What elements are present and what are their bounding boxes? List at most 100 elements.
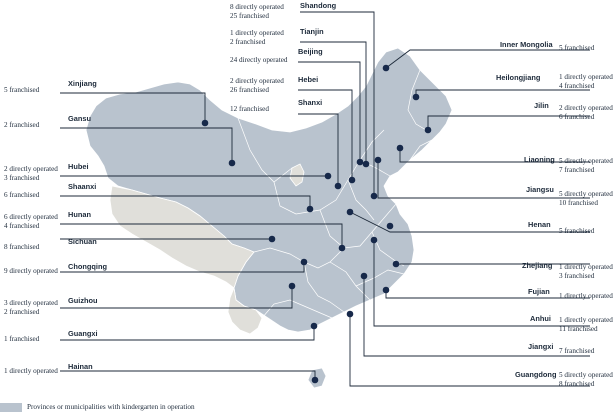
count-anhui-line1: 1 directly operated <box>559 316 613 324</box>
leader-inner-mongolia <box>385 49 590 69</box>
marker-hebei <box>348 176 356 184</box>
marker-xinjiang <box>201 119 209 127</box>
count-jiangsu-line1: 5 directly operated <box>559 190 613 198</box>
label-heilongjiang: Heilongjiang <box>496 73 541 82</box>
count-hebei-line2: 26 franchised <box>230 86 269 94</box>
label-guangxi: Guangxi <box>68 329 98 338</box>
count-jiangsu-line2: 10 franchised <box>559 199 598 207</box>
leader-shaanxi <box>60 195 311 209</box>
label-xinjiang: Xinjiang <box>68 79 97 88</box>
leader-gansu <box>60 127 233 163</box>
count-guizhou: 3 directly operated 2 franchised <box>4 299 58 317</box>
count-jilin-line1: 2 directly operated <box>559 104 613 112</box>
count-heilongjiang: 1 directly operated 4 franchised <box>559 73 613 91</box>
count-tianjin-line2: 2 franchised <box>230 38 266 46</box>
count-jilin-line2: 6 franchised <box>559 113 595 121</box>
label-fujian: Fujian <box>528 287 550 296</box>
count-guangxi: 1 franchised <box>4 335 39 344</box>
count-hunan-line1: 6 directly operated <box>4 213 58 221</box>
label-guizhou: Guizhou <box>68 296 98 305</box>
count-shaanxi: 6 franchised <box>4 191 39 200</box>
label-beijing: Beijing <box>298 47 323 56</box>
marker-inner-mongolia <box>382 64 390 72</box>
province-borders <box>237 69 433 319</box>
leader-anhui <box>373 240 590 327</box>
count-shanxi-line1: 12 franchised <box>230 105 269 113</box>
count-shandong-line1: 8 directly operated <box>230 3 284 11</box>
count-beijing: 24 directly operated <box>230 56 287 65</box>
count-shanxi: 12 franchised <box>230 105 269 114</box>
count-heilongjiang-line2: 4 franchised <box>559 82 595 90</box>
label-gansu: Gansu <box>68 114 91 123</box>
leader-jiangsu <box>377 160 590 199</box>
marker-fujian <box>382 286 390 294</box>
count-heilongjiang-line1: 1 directly operated <box>559 73 613 81</box>
count-anhui-line2: 11 franchised <box>559 325 598 333</box>
label-hubei: Hubei <box>68 162 89 171</box>
marker-liaoning <box>396 144 404 152</box>
count-hebei: 2 directly operated 26 franchised <box>230 77 284 95</box>
count-guangdong: 5 directly operated 8 franchised <box>559 371 613 389</box>
leader-chongqing <box>60 262 305 273</box>
leader-hunan <box>60 223 343 248</box>
count-hubei-line1: 2 directly operated <box>4 165 58 173</box>
count-anhui: 1 directly operated 11 franchised <box>559 316 613 334</box>
marker-hubei <box>346 208 354 216</box>
count-sichuan: 8 franchised <box>4 243 39 252</box>
marker-sichuan <box>268 235 276 243</box>
leader-hebei <box>298 89 353 180</box>
count-liaoning-line2: 7 franchised <box>559 166 595 174</box>
count-xinjiang: 5 franchised <box>4 86 39 95</box>
leader-tianjin <box>300 41 367 164</box>
count-fujian-line1: 1 directly operated <box>559 292 613 300</box>
leader-xinjiang <box>60 92 206 123</box>
leader-guizhou <box>60 286 293 309</box>
count-guangdong-line2: 8 franchised <box>559 380 595 388</box>
label-shanxi: Shanxi <box>298 98 323 107</box>
leader-jiangxi <box>363 276 590 357</box>
count-liaoning-line1: 5 directly operated <box>559 157 613 165</box>
marker-zhejiang <box>392 260 400 268</box>
count-guizhou-line2: 2 franchised <box>4 308 40 316</box>
count-shandong-line2: 25 franchised <box>230 12 269 20</box>
label-zhejiang: Zhejiang <box>522 261 553 270</box>
count-guangxi-line1: 1 franchised <box>4 335 40 343</box>
count-gansu-line1: 2 franchised <box>4 121 40 129</box>
count-beijing-line1: 24 directly operated <box>230 56 288 64</box>
marker-gansu <box>228 159 236 167</box>
count-inner-mongolia: 5 franchised <box>559 44 594 53</box>
count-hebei-line1: 2 directly operated <box>230 77 284 85</box>
marker-tianjin <box>362 160 370 168</box>
count-shandong: 8 directly operated 25 franchised <box>230 3 284 21</box>
label-shandong: Shandong <box>300 1 337 10</box>
marker-henan <box>386 222 394 230</box>
count-hubei: 2 directly operated 3 franchised <box>4 165 58 183</box>
count-jiangxi: 7 franchised <box>559 347 594 356</box>
marker-hunan <box>338 244 346 252</box>
leader-henan <box>349 211 590 233</box>
count-hainan-line1: 1 directly operated <box>4 367 58 375</box>
marker-jiangxi <box>360 272 368 280</box>
leader-shandong <box>300 11 375 196</box>
label-liaoning: Liaoning <box>524 155 555 164</box>
marker-shaanxi <box>306 205 314 213</box>
marker-guizhou <box>288 282 296 290</box>
markers <box>201 64 432 384</box>
marker-jiangsu <box>374 156 382 164</box>
leader-hainan <box>60 370 316 380</box>
leader-guangxi <box>60 326 315 341</box>
label-jilin: Jilin <box>534 101 549 110</box>
count-gansu: 2 franchised <box>4 121 39 130</box>
count-henan-line1: 5 franchised <box>559 227 595 235</box>
count-shaanxi-line1: 6 franchised <box>4 191 40 199</box>
marker-beijing <box>356 158 364 166</box>
count-guangdong-line1: 5 directly operated <box>559 371 613 379</box>
count-hunan-line2: 4 franchised <box>4 222 40 230</box>
label-hebei: Hebei <box>298 75 319 84</box>
leader-jilin <box>427 115 590 130</box>
leader-guangdong <box>349 314 590 387</box>
count-zhejiang-line1: 1 directly operated <box>559 263 613 271</box>
ningxia-region-shape <box>289 163 305 187</box>
tibet-qinghai-region-shape <box>109 185 255 289</box>
yunnan-region-shape <box>227 286 263 335</box>
